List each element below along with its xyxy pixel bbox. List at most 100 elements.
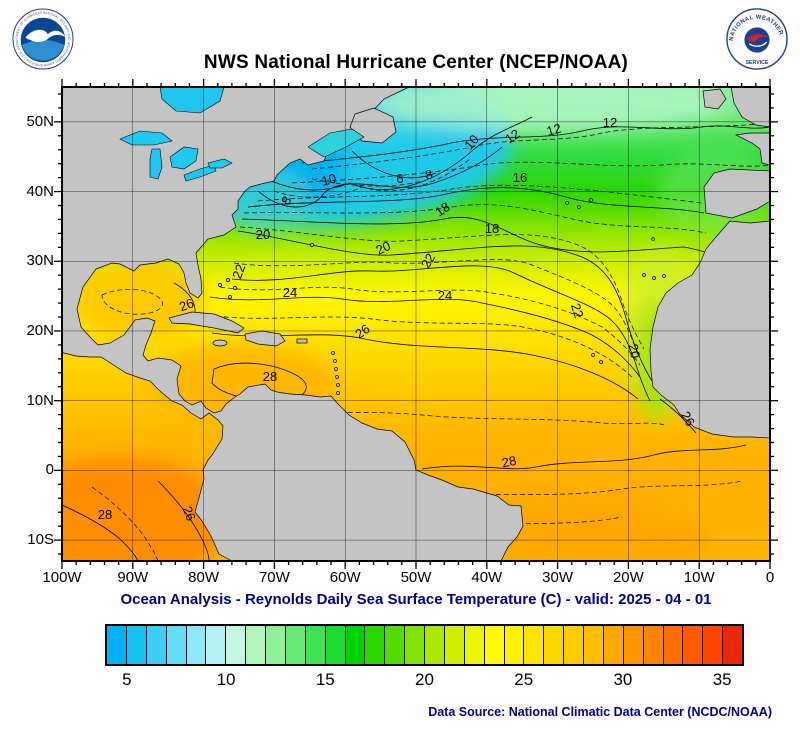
contour-label: 10 — [320, 171, 338, 189]
colorbar-cell — [146, 626, 167, 664]
ireland — [702, 88, 727, 110]
contour-label: 20 — [256, 227, 270, 242]
contour-label: 28 — [500, 453, 517, 471]
inland-waters — [119, 87, 365, 182]
colorbar-tick-label: 20 — [415, 670, 434, 689]
contour-dashed — [311, 122, 770, 170]
contour-label: 26 — [678, 409, 698, 429]
contour-label: 16 — [513, 170, 527, 185]
colorbar-tick-label: 10 — [216, 670, 236, 689]
nws-swoosh — [748, 41, 768, 47]
contour-dashed — [207, 314, 635, 380]
britain — [730, 87, 770, 128]
colorbar-tick-label: 30 — [613, 670, 633, 689]
lon-axis-label: 100W — [42, 569, 82, 586]
contour-18 — [241, 216, 709, 254]
colorbar-tick-label: 35 — [712, 670, 732, 689]
hudson-bay — [159, 87, 225, 114]
contour-label: 20 — [626, 342, 644, 359]
contour-label: 8 — [423, 166, 434, 182]
colorbar-cell — [603, 626, 624, 664]
contour-label: 12 — [603, 115, 617, 130]
gulf-st-lawrence — [307, 128, 365, 158]
colorbar-tick-label: 25 — [514, 670, 534, 689]
lat-axis-label: 0 — [45, 461, 54, 479]
africa — [649, 220, 770, 439]
colorbar-cell — [524, 626, 545, 664]
noaa-gull-icon — [25, 29, 66, 42]
colorbar-cell — [484, 626, 505, 664]
noaa-logo: NATIONAL OCEANIC AND ATMOSPHERIC ADMINIS… — [12, 8, 74, 70]
contour-label: 26 — [177, 295, 196, 314]
colorbar-cell — [325, 626, 346, 664]
contour-16 — [247, 187, 705, 214]
data-source-credit: Data Source: National Climatic Data Cent… — [428, 705, 772, 719]
contour-label: 26 — [180, 504, 199, 523]
colorbar-cell — [345, 626, 366, 664]
colorbar-cell — [405, 626, 425, 664]
map-caption: Ocean Analysis - Reynolds Daily Sea Surf… — [120, 591, 712, 608]
contour-26 — [659, 398, 697, 434]
lake-ontario — [207, 158, 233, 169]
colorbar-cell — [623, 626, 644, 664]
contour-12 — [301, 125, 770, 164]
contour-24 — [209, 296, 641, 378]
contour-label: 6 — [396, 171, 403, 186]
contour-label: 24 — [283, 285, 297, 300]
lat-axis-label: 10N — [26, 391, 54, 409]
page-title: NWS National Hurricane Center (NCEP/NOAA… — [203, 52, 629, 73]
americas-landmass — [62, 87, 524, 561]
lat-axis-label: 10S — [27, 531, 54, 549]
lon-axis-label: 0 — [765, 569, 775, 586]
axis-ticks — [54, 79, 778, 569]
colorbar-cell — [723, 626, 742, 664]
nws-logo: NATIONAL WEATHER SERVICE — [726, 8, 788, 70]
colorbar-cell — [305, 626, 326, 664]
contour-dashed — [101, 289, 163, 315]
colorbar-cell — [385, 626, 406, 664]
contour-label: 26 — [352, 321, 372, 342]
contour-label: 20 — [373, 238, 392, 258]
contour-dashed — [257, 184, 703, 204]
lat-axis-label: 20N — [26, 321, 54, 339]
lake-huron — [169, 146, 199, 170]
lon-axis-label: 30W — [542, 569, 574, 586]
jamaica — [212, 339, 228, 347]
contour-label: 22 — [418, 251, 438, 271]
lat-axis-label: 40N — [26, 182, 54, 200]
latlon-grid — [62, 87, 770, 561]
lake-michigan — [149, 148, 163, 180]
hispaniola — [244, 330, 286, 347]
contour-28 — [211, 362, 307, 402]
lon-axis-label: 60W — [329, 569, 361, 586]
contour-dashed — [273, 158, 471, 198]
contour-label: 12 — [545, 121, 563, 139]
lon-axis-label: 10W — [683, 569, 715, 586]
colorbar-cell — [544, 626, 565, 664]
colorbar-cell — [504, 626, 525, 664]
colorbar-cell — [166, 626, 187, 664]
colorbar-cell — [643, 626, 664, 664]
contour-label: 18 — [485, 221, 499, 236]
colorbar — [105, 624, 744, 666]
colorbar-cell — [444, 626, 465, 664]
colorbar-cell — [425, 626, 445, 664]
lat-axis-label: 30N — [26, 252, 54, 270]
noaa-sea — [21, 39, 65, 61]
contour-28 — [62, 504, 139, 561]
colorbar-cell — [226, 626, 247, 664]
colorbar-tick-label: 5 — [122, 670, 132, 689]
small-islands — [218, 198, 666, 395]
colorbar-cell — [703, 626, 724, 664]
contour-label: 18 — [432, 199, 452, 220]
lon-axis-label: 50W — [400, 569, 432, 586]
lat-axis-label: 50N — [26, 112, 54, 130]
contour-lines — [62, 116, 770, 561]
contour-label: 12 — [502, 126, 522, 147]
contour-26 — [211, 332, 639, 400]
france — [734, 132, 770, 166]
colorbar-cell — [683, 626, 704, 664]
colorbar-cell — [126, 626, 147, 664]
